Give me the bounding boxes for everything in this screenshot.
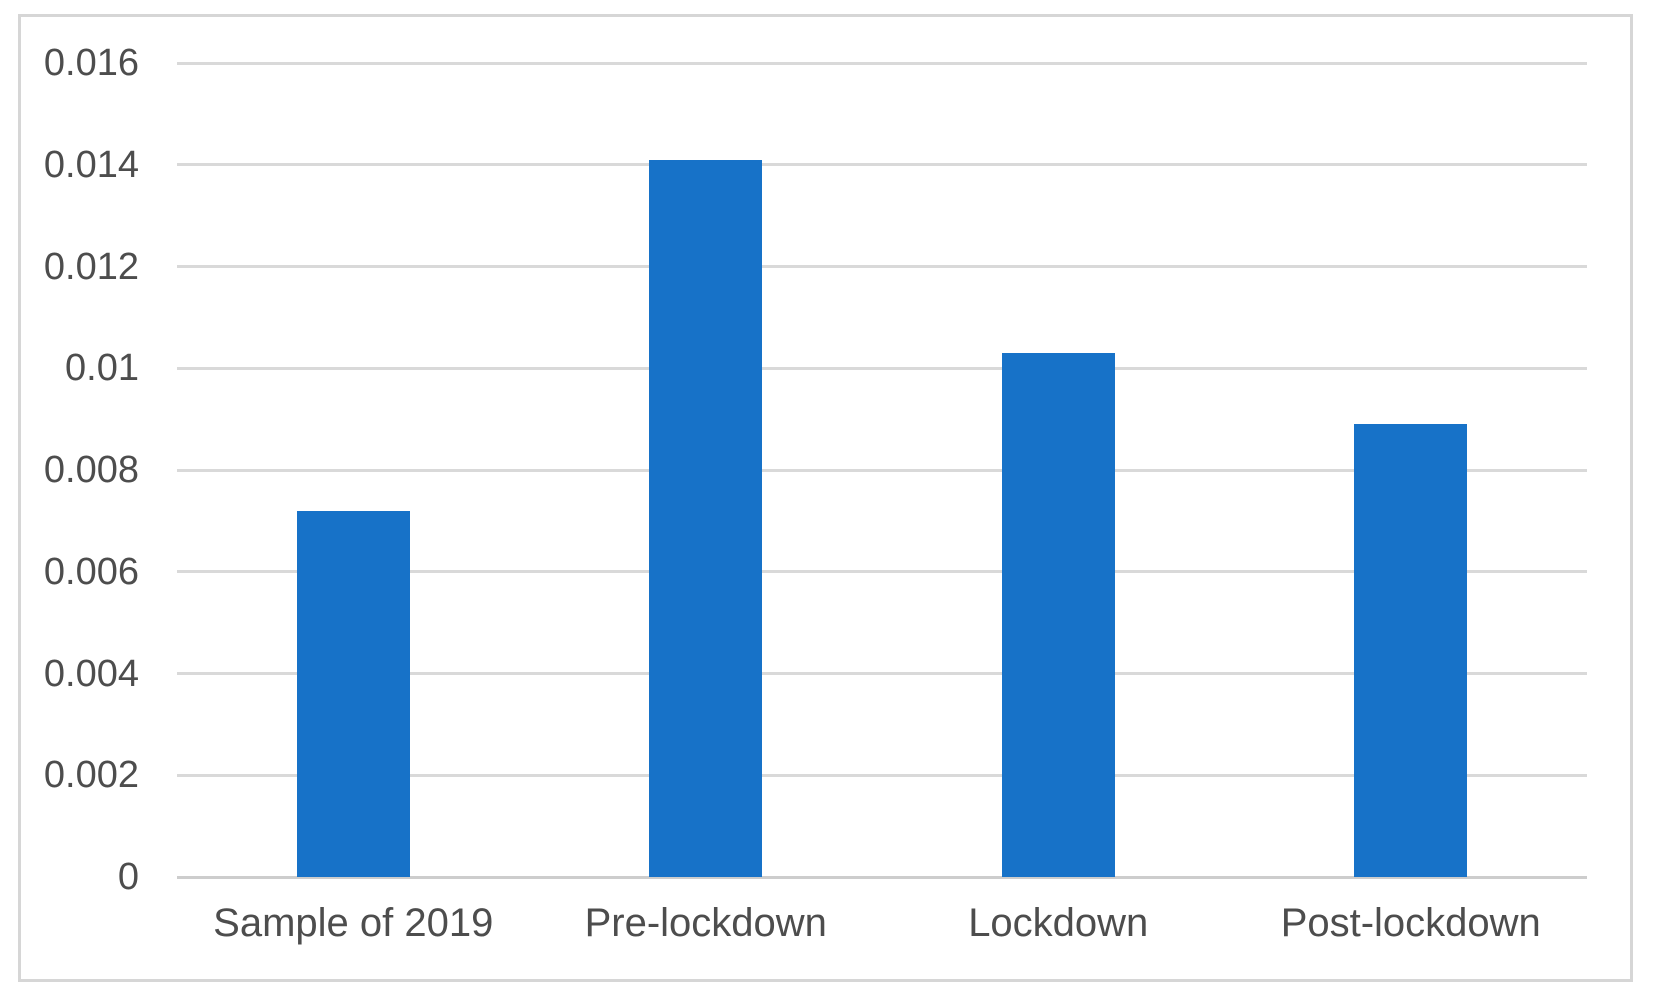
bar xyxy=(296,510,410,877)
gridline xyxy=(177,468,1587,472)
y-tick-label: 0.004 xyxy=(43,652,139,695)
y-tick-label: 0.014 xyxy=(43,143,139,186)
gridline xyxy=(177,570,1587,574)
bar xyxy=(649,159,763,877)
y-tick-label: 0.008 xyxy=(43,449,139,491)
y-tick-label: 0.002 xyxy=(43,754,139,797)
gridline xyxy=(177,773,1587,777)
x-axis-label: Sample of 2019 xyxy=(213,901,494,945)
chart-frame: 0 0.002 0.004 0.006 0.008 0.01 0.012 0.014 0.016… xyxy=(18,14,1633,982)
x-axis-label: Lockdown xyxy=(968,901,1149,945)
y-tick-label: 0 xyxy=(117,856,139,898)
bar xyxy=(1354,424,1468,877)
y-tick-label: 0.006 xyxy=(43,550,139,593)
y-tick-label: 0.016 xyxy=(43,42,139,84)
gridline xyxy=(177,265,1587,268)
gridline xyxy=(177,163,1587,167)
x-axis-label: Post-lockdown xyxy=(1280,901,1541,945)
gridline xyxy=(177,672,1587,675)
x-axis-line xyxy=(177,875,1587,879)
gridline xyxy=(177,61,1587,65)
y-tick-label: 0.01 xyxy=(65,347,139,390)
x-axis-label: Pre-lockdown xyxy=(584,901,827,945)
gridline xyxy=(177,366,1587,370)
y-tick-label: 0.012 xyxy=(43,245,139,288)
bar xyxy=(1001,353,1115,877)
plot-area xyxy=(177,61,1587,879)
